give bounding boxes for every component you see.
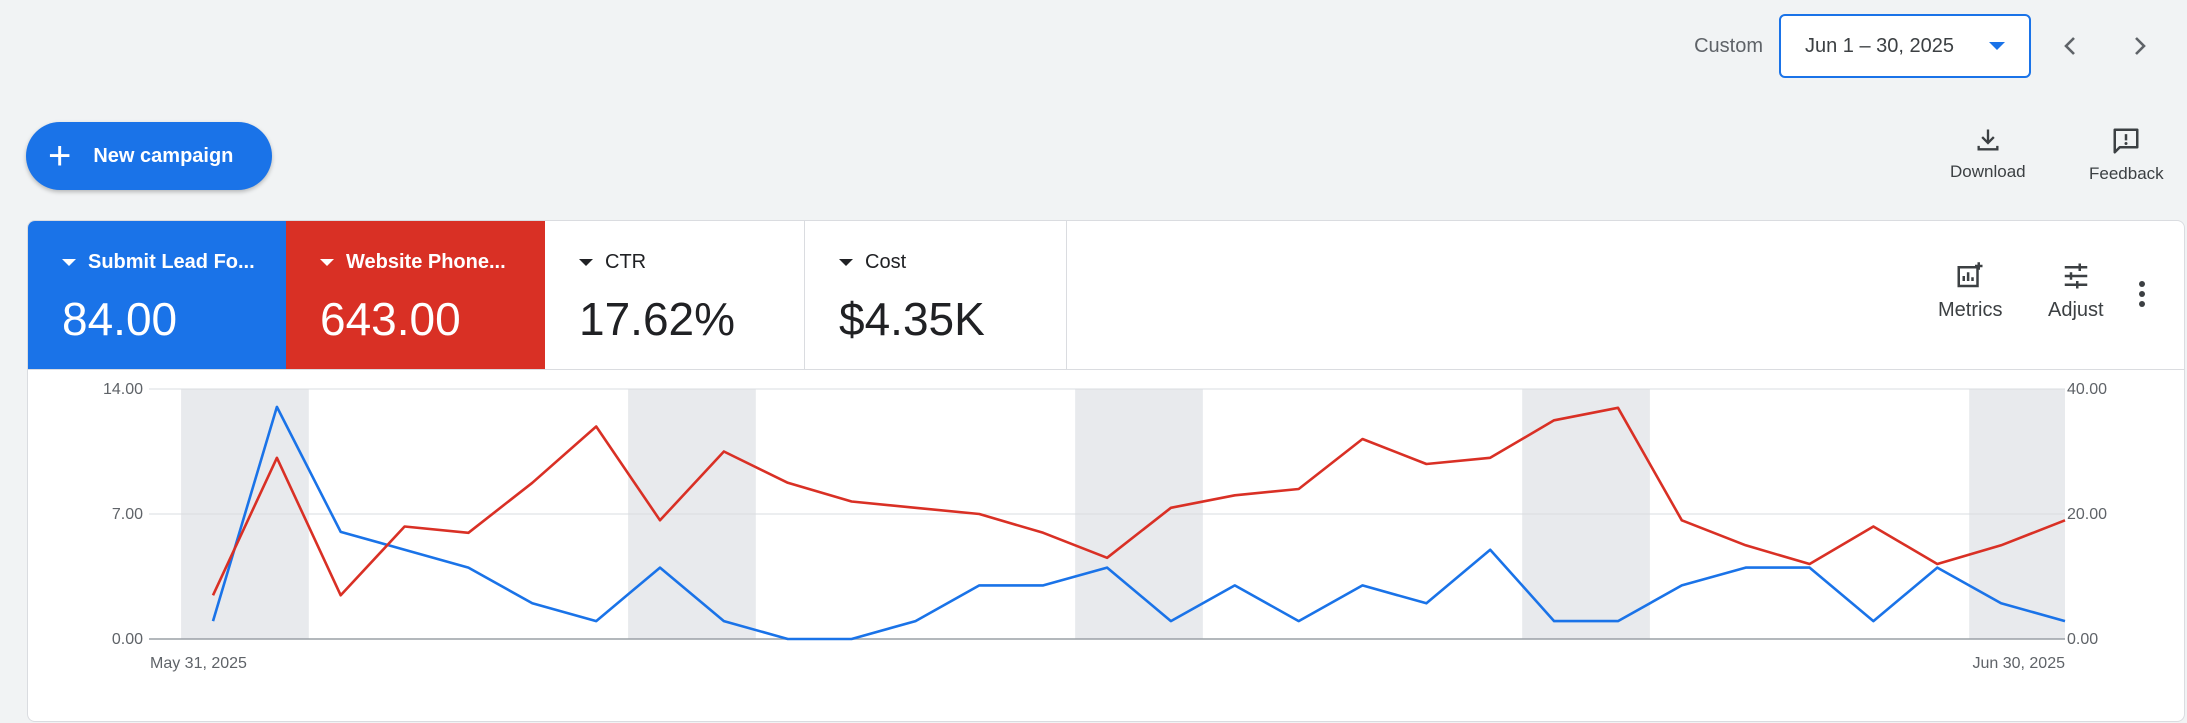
new-campaign-label: New campaign	[93, 144, 234, 167]
date-range-select[interactable]: Jun 1 – 30, 2025	[1779, 14, 2031, 78]
scorecard-label: Cost	[865, 251, 907, 273]
feedback-icon	[2113, 128, 2139, 154]
more-vert-icon	[2139, 281, 2145, 307]
performance-card: Submit Lead Fo... 84.00 Website Phone...…	[27, 220, 2185, 722]
download-icon	[1977, 129, 1999, 151]
date-toolbar: Custom Jun 1 – 30, 2025	[1694, 12, 2167, 80]
x-start-label: May 31, 2025	[150, 655, 247, 672]
chevron-left-icon	[2064, 37, 2075, 55]
website-phone-series-line	[211, 406, 2066, 597]
scorecard-value: $4.35K	[839, 293, 985, 345]
scorecard-value: 643.00	[320, 293, 461, 345]
y-right-tick-label: 40.00	[2067, 381, 2107, 398]
scorecard-submit-lead[interactable]: Submit Lead Fo... 84.00	[28, 221, 286, 369]
previous-period-button[interactable]	[2043, 18, 2099, 74]
metrics-button[interactable]: Metrics	[1938, 261, 2002, 322]
feedback-button[interactable]: Feedback	[2089, 126, 2164, 184]
tune-icon	[2064, 263, 2088, 289]
scorecard-value: 17.62%	[579, 293, 736, 345]
custom-label: Custom	[1694, 34, 1763, 57]
next-period-button[interactable]	[2111, 18, 2167, 74]
scorecard-label: CTR	[605, 251, 647, 273]
feedback-label: Feedback	[2089, 164, 2164, 183]
performance-chart: 14.00 7.00 0.00 40.00 20.00 0.00 May 31,…	[103, 381, 2107, 672]
date-range-value: Jun 1 – 30, 2025	[1805, 34, 1955, 57]
new-campaign-button[interactable]: + New campaign	[26, 122, 272, 190]
scorecard-website-phone[interactable]: Website Phone... 643.00	[286, 221, 545, 369]
adjust-button[interactable]: Adjust	[2048, 261, 2104, 322]
scorecard-cost[interactable]: Cost $4.35K	[805, 221, 1067, 369]
plus-icon: +	[48, 134, 72, 178]
scorecard-ctr[interactable]: CTR 17.62%	[545, 221, 805, 369]
scorecards: Submit Lead Fo... 84.00 Website Phone...…	[28, 221, 2184, 370]
caret-down-icon	[62, 259, 76, 266]
y-left-tick-label: 14.00	[103, 381, 143, 398]
metrics-label: Metrics	[1938, 299, 2003, 321]
submit-lead-series-line	[211, 405, 2066, 641]
download-label: Download	[1950, 162, 2026, 181]
chevron-right-icon	[2135, 37, 2146, 55]
scorecard-label: Submit Lead Fo...	[88, 251, 255, 273]
scorecard-label: Website Phone...	[346, 251, 506, 273]
metrics-icon	[1957, 262, 1983, 288]
y-left-tick-label: 7.00	[112, 506, 143, 523]
caret-down-icon	[839, 259, 853, 266]
y-right-tick-label: 20.00	[2067, 506, 2107, 523]
caret-down-icon	[320, 259, 334, 266]
download-button[interactable]: Download	[1950, 126, 2026, 182]
y-right-tick-label: 0.00	[2067, 631, 2098, 648]
scorecard-value: 84.00	[62, 293, 178, 345]
adjust-label: Adjust	[2048, 299, 2104, 321]
x-end-label: Jun 30, 2025	[1972, 655, 2065, 672]
more-options-button[interactable]	[2138, 281, 2146, 312]
y-left-tick-label: 0.00	[112, 631, 143, 648]
dropdown-arrow-icon	[1989, 42, 2005, 50]
caret-down-icon	[579, 259, 593, 266]
